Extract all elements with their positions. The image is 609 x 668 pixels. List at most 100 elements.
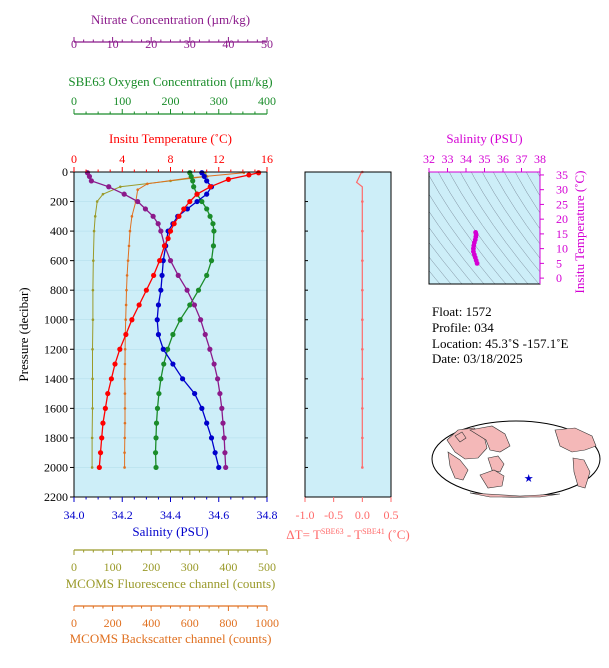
nitrate-point (121, 191, 127, 197)
oxygen-axis-label: SBE63 Oxygen Concentration (µm/kg) (68, 74, 272, 89)
ts-salinity-tick-label: 36 (497, 152, 509, 166)
nitrate-point (219, 405, 225, 411)
temperature-point (165, 235, 171, 242)
backscatter-point (123, 466, 126, 469)
backscatter-point (123, 392, 127, 395)
pressure-tick-label: 600 (50, 254, 68, 268)
nitrate-axis-label: Nitrate Concentration (µm/kg) (91, 12, 250, 27)
ts-temperature-tick-label: 20 (556, 212, 568, 226)
delta-point (361, 259, 364, 262)
oxygen-point (156, 390, 162, 397)
ts-salinity-tick-label: 34 (460, 152, 472, 166)
delta-tick-label: 0.5 (384, 508, 399, 522)
oxygen-tick-label: 0 (71, 94, 77, 108)
salinity-tick-label: 34.6 (208, 508, 229, 522)
backscatter-point (124, 318, 128, 322)
temperature-point (129, 317, 135, 323)
nitrate-point (191, 302, 198, 308)
fluorescence-tick-label: 500 (258, 560, 276, 574)
oxygen-point (153, 420, 160, 426)
fluorescence-tick-label: 0 (71, 560, 77, 574)
temperature-point (225, 176, 231, 182)
nitrate-point (135, 198, 141, 205)
delta-point (361, 377, 364, 381)
temperature-point (151, 272, 157, 279)
pressure-tick-label: 800 (50, 283, 68, 297)
backscatter-point (124, 303, 128, 307)
temperature-point (187, 198, 193, 205)
density-contour (429, 242, 463, 284)
salinity-point (170, 361, 176, 367)
fluorescence-point (91, 377, 94, 381)
backscatter-point (123, 421, 127, 425)
ts-salinity-axis-label: Salinity (PSU) (446, 131, 522, 146)
ts-point (473, 230, 479, 235)
backscatter-tick-label: 800 (219, 616, 237, 630)
location: Location: 45.3˚S -157.1˚E (432, 336, 569, 351)
salinity-point (184, 206, 190, 212)
fluorescence-tick-label: 100 (104, 560, 122, 574)
nitrate-point (221, 435, 227, 441)
oxygen-point (153, 435, 159, 441)
backscatter-axis-label: MCOMS Backscatter channel (counts) (70, 631, 272, 646)
nitrate-point (220, 420, 226, 426)
profile-number: Profile: 034 (432, 320, 494, 335)
backscatter-tick-label: 200 (104, 616, 122, 630)
world-map: ★ (431, 420, 601, 498)
salinity-axis-label: Salinity (PSU) (132, 524, 208, 539)
temperature-point (143, 287, 149, 293)
backscatter-tick-label: 600 (181, 616, 199, 630)
salinity-point (192, 390, 198, 397)
oxygen-point (152, 450, 159, 456)
fluorescence-point (90, 436, 94, 440)
salinity-point (212, 450, 218, 456)
fluorescence-point (93, 215, 97, 218)
temperature-tick-label: 4 (119, 152, 125, 166)
oxygen-point (210, 243, 217, 249)
delta-point (361, 229, 364, 233)
ts-temperature-tick-label: 25 (556, 197, 568, 211)
temperature-point (136, 302, 142, 308)
temperature-point (97, 450, 104, 456)
pressure-tick-label: 1200 (44, 342, 68, 356)
ts-salinity-tick-label: 37 (516, 152, 528, 166)
nitrate-tick-label: 20 (145, 37, 157, 51)
fluorescence-point (119, 185, 122, 189)
temperature-axis-label: Insitu Temperature (˚C) (109, 131, 232, 146)
delta-point (361, 407, 364, 410)
backscatter-point (123, 347, 127, 351)
temperature-point (207, 184, 213, 190)
nitrate-point (184, 287, 190, 293)
nitrate-tick-label: 40 (222, 37, 234, 51)
density-contour (470, 172, 540, 273)
density-contour (514, 172, 540, 214)
oxygen-point (154, 405, 161, 411)
backscatter-point (125, 288, 128, 292)
ts-temperature-tick-label: 30 (556, 183, 568, 197)
backscatter-tick-label: 400 (142, 616, 160, 630)
ts-temperature-tick-label: 10 (556, 242, 568, 256)
backscatter-point (136, 188, 139, 192)
fluorescence-point (95, 200, 99, 203)
pressure-tick-label: 1800 (44, 431, 68, 445)
oxygen-point (204, 206, 210, 212)
density-contour (492, 172, 540, 245)
density-contour (536, 172, 540, 178)
temperature-point (99, 435, 105, 441)
nitrate-point (142, 206, 149, 212)
oxygen-point (165, 346, 171, 352)
oxygen-point (199, 198, 205, 205)
salinity-point (159, 272, 165, 279)
backscatter-tick-label: 0 (71, 616, 77, 630)
oxygen-point (161, 361, 167, 367)
ts-salinity-tick-label: 33 (442, 152, 454, 166)
pressure-tick-label: 2000 (44, 460, 68, 474)
fluorescence-tick-label: 400 (219, 560, 237, 574)
nitrate-point (150, 213, 156, 219)
nitrate-point (214, 376, 221, 382)
temperature-point (171, 221, 177, 227)
delta-tick-label: -1.0 (296, 508, 315, 522)
salinity-point (154, 317, 160, 323)
salinity-tick-label: 34.4 (160, 508, 181, 522)
profile-series (84, 170, 262, 471)
